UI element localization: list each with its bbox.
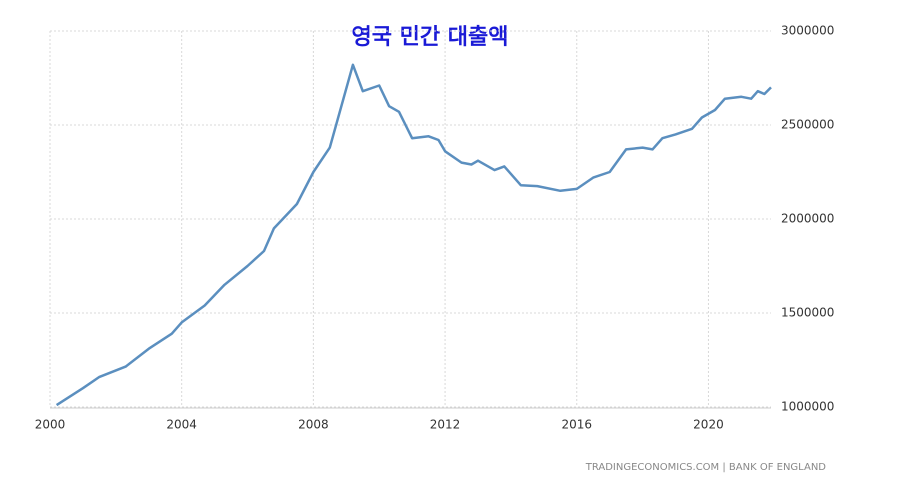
x-tick-label: 2016 (561, 418, 592, 432)
y-tick-label: 1000000 (781, 400, 834, 414)
x-tick-label: 2004 (166, 418, 197, 432)
y-tick-label: 2500000 (781, 118, 834, 132)
x-tick-label: 2008 (298, 418, 329, 432)
source-note: TRADINGECONOMICS.COM | BANK OF ENGLAND (585, 462, 827, 473)
chart-title: 영국 민간 대출액 (352, 24, 509, 50)
y-tick-label: 2000000 (781, 212, 834, 226)
x-tick-label: 2000 (35, 418, 66, 432)
x-tick-label: 2020 (693, 418, 724, 432)
y-tick-label: 1500000 (781, 306, 834, 320)
y-tick-label: 3000000 (781, 24, 834, 38)
x-tick-label: 2012 (430, 418, 461, 432)
data-line (55, 63, 772, 407)
